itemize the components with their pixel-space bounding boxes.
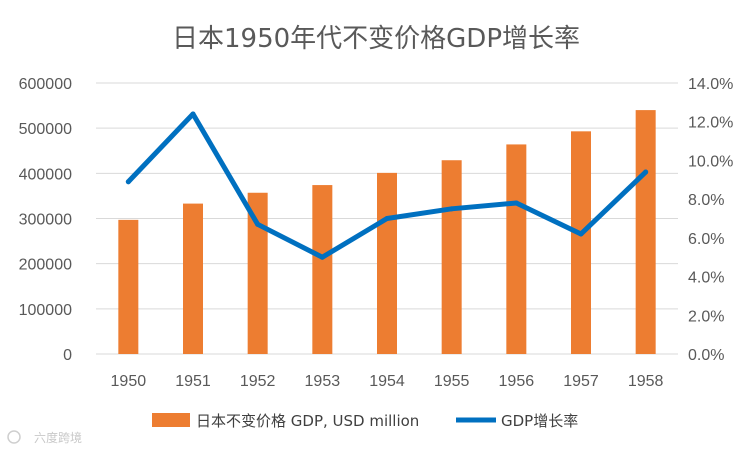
y-right-tick-label: 12.0% [688,115,733,132]
y-right-tick-label: 6.0% [688,231,724,248]
line-point [384,216,390,221]
y-left-tick-label: 100000 [19,302,72,319]
chart-title: 日本1950年代不变价格GDP增长率 [172,24,580,54]
legend: 日本不变价格 GDP, USD million GDP增长率 [152,412,578,430]
x-tick-label: 1951 [175,373,211,390]
x-tick-label: 1956 [499,373,535,390]
line-point [190,111,196,117]
bar [377,172,397,354]
y-right-tick-label: 0.0% [688,347,724,364]
watermark-text: 六度跨境 [34,430,82,445]
x-tick-label: 1958 [628,373,664,390]
bar-series [118,110,656,354]
bar [118,219,139,354]
bar [441,160,462,354]
y-right-tick-label: 14.0% [688,76,733,93]
y-left-tick-label: 400000 [19,166,72,183]
watermark-logo-icon [7,430,21,444]
line-point [643,169,649,175]
x-tick-label: 1954 [369,373,405,390]
bar [247,192,268,354]
x-tick-label: 1953 [305,373,341,390]
y-left-tick-label: 200000 [19,257,72,274]
y-left-tick-label: 600000 [19,76,72,93]
line-series [125,111,649,260]
bar [506,144,527,354]
line-point [578,231,584,237]
line-point [255,221,261,227]
line-point [449,206,455,212]
legend-bar-swatch [152,413,190,427]
left-axis-ticks: 0 100000 200000 300000 400000 500000 600000 [19,76,72,364]
x-tick-label: 1950 [111,373,147,390]
legend-line-label: GDP增长率 [501,412,578,430]
x-tick-label: 1952 [240,373,276,390]
x-tick-label: 1957 [563,373,599,390]
bar [183,203,203,354]
y-left-tick-label: 500000 [19,121,72,138]
y-right-tick-label: 2.0% [688,308,724,325]
line-point [125,179,131,185]
legend-bar-label: 日本不变价格 GDP, USD million [196,412,419,430]
y-right-tick-label: 10.0% [688,153,733,170]
line-point [513,200,519,206]
bar [635,110,656,354]
y-left-tick-label: 300000 [19,212,72,229]
bar [571,131,591,354]
y-right-tick-label: 8.0% [688,192,724,209]
y-right-tick-label: 4.0% [688,270,724,287]
x-axis-ticks: 1950 1951 1952 1953 1954 1955 1956 1957 1958 [111,373,664,390]
watermark: 六度跨境 [7,430,82,445]
x-tick-label: 1955 [434,373,470,390]
right-axis-ticks: 0.0% 2.0% 4.0% 6.0% 8.0% 10.0% 12.0% 14.0% [688,76,733,364]
bar [312,185,333,354]
line-point [319,254,325,260]
y-left-tick-label: 0 [63,347,72,364]
